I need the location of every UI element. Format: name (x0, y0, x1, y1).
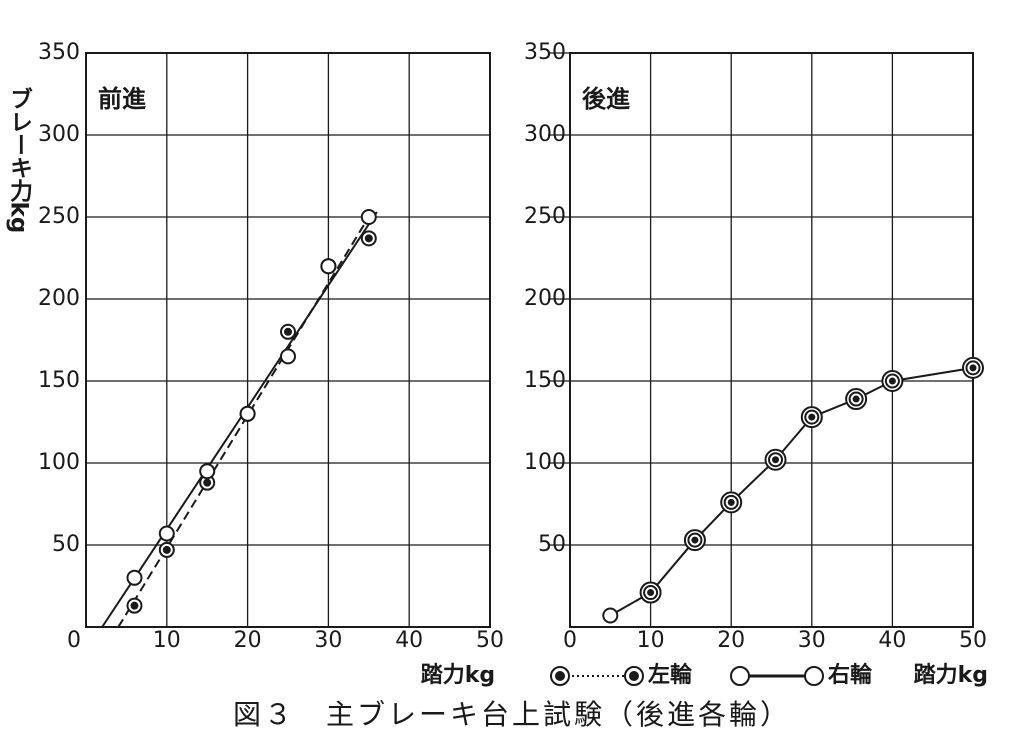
marker (126, 569, 143, 586)
marker-dot (203, 478, 212, 487)
marker-dot (969, 364, 977, 372)
marker (720, 491, 743, 514)
fit-line (101, 211, 378, 628)
panel-title: 後進 (582, 85, 630, 113)
legend-marker-dot (555, 671, 565, 681)
marker-ring (199, 463, 216, 480)
marker (199, 463, 216, 480)
y-tick-label: 50 (52, 532, 80, 557)
marker (280, 323, 296, 340)
y-tick-label: 200 (524, 286, 566, 311)
marker (126, 597, 143, 614)
marker (881, 370, 904, 392)
legend-marker-dot (629, 671, 639, 681)
y-tick-label: 200 (38, 286, 80, 311)
x-tick-label: 30 (314, 628, 342, 653)
x-tick-label: 0 (67, 628, 81, 653)
marker-ring (320, 258, 337, 275)
y-tick-label: 250 (524, 204, 566, 229)
y-tick-label: 50 (538, 532, 566, 557)
y-tick-label: 350 (38, 40, 80, 65)
marker-ring (239, 405, 256, 422)
legend-label: 右輪 (828, 662, 873, 688)
marker-dot (852, 395, 860, 403)
y-tick-label: 300 (524, 122, 566, 147)
marker (800, 406, 823, 429)
y-axis-label: ブレーキ力kg (6, 86, 34, 234)
y-tick-label: 150 (524, 368, 566, 393)
marker-ring (126, 569, 143, 586)
y-tick-label: 100 (38, 450, 80, 475)
x-axis-label: 踏力kg (421, 663, 495, 688)
legend-item: 右輪 (730, 662, 873, 688)
x-tick-label: 10 (153, 628, 181, 653)
x-tick-label: 40 (395, 628, 423, 653)
marker-dot (284, 327, 292, 336)
marker (962, 356, 984, 379)
marker-ring (360, 209, 377, 225)
marker-dot (888, 377, 896, 385)
marker-dot (691, 536, 699, 544)
plot-frame (569, 52, 974, 628)
legend-marker (804, 666, 824, 686)
marker (158, 541, 175, 558)
legend-marker (730, 666, 750, 686)
marker-dot (808, 413, 816, 421)
caption: 図３ 主ブレーキ台上試験（後進各輪） (233, 698, 791, 731)
marker (602, 607, 619, 624)
x-tick-label: 50 (959, 628, 987, 653)
x-tick-label: 40 (878, 628, 906, 653)
marker (239, 405, 256, 422)
marker-dot (772, 456, 780, 464)
x-axis-label: 踏力kg (914, 663, 988, 688)
x-tick-label: 20 (717, 628, 745, 653)
x-tick-label: 50 (476, 628, 504, 653)
marker-dot (130, 601, 139, 610)
marker (639, 581, 662, 604)
marker (845, 388, 868, 411)
series-line (609, 366, 974, 617)
x-tick-label: 20 (234, 628, 262, 653)
marker (320, 258, 337, 275)
marker-ring (602, 607, 619, 624)
x-tick-label: 30 (798, 628, 826, 653)
marker-dot (647, 589, 655, 597)
y-tick-label: 150 (38, 368, 80, 393)
y-tick-label: 300 (38, 122, 80, 147)
y-tick-label: 350 (524, 40, 566, 65)
plot-frame (85, 52, 491, 628)
marker-dot (162, 545, 171, 554)
marker (683, 529, 706, 552)
y-tick-label: 100 (524, 450, 566, 475)
fit-line (117, 216, 370, 628)
marker (360, 209, 377, 225)
marker-ring (280, 348, 296, 365)
marker-ring (158, 525, 175, 542)
legend-label: 左輪 (648, 662, 693, 688)
x-tick-label: 0 (563, 628, 577, 653)
marker-dot (364, 234, 373, 243)
marker (764, 448, 787, 471)
x-tick-label: 10 (637, 628, 665, 653)
marker (158, 525, 175, 542)
marker (360, 230, 377, 247)
marker (280, 348, 296, 365)
legend-item: 左輪 (550, 662, 693, 688)
y-tick-label: 250 (38, 204, 80, 229)
marker-dot (727, 498, 735, 506)
panel-title: 前進 (98, 85, 146, 113)
